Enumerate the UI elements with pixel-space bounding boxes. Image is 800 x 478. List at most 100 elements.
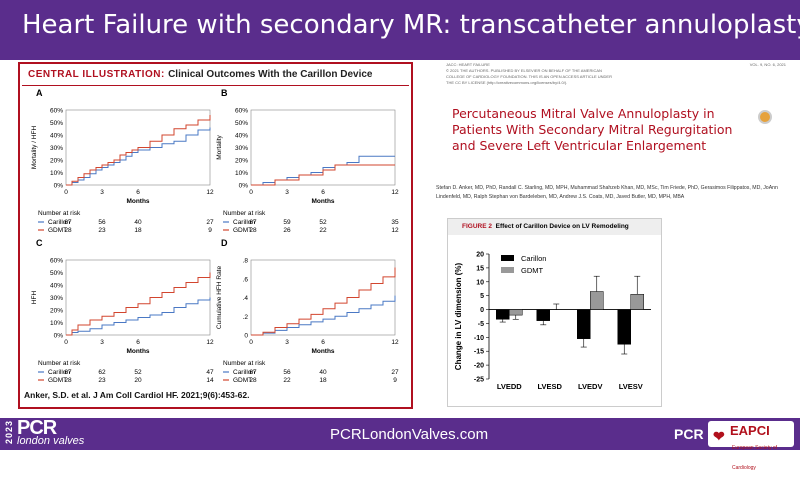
- heart-icon: ❤: [713, 428, 725, 444]
- y-tick-label: .6: [243, 276, 249, 283]
- y-tick-label: 10%: [50, 170, 63, 177]
- y-tick-label: 20%: [235, 158, 248, 165]
- y-axis-label: Mortality: [216, 134, 223, 159]
- y-tick-label: -20: [474, 363, 484, 370]
- risk-cell: Carillon: [48, 219, 70, 226]
- legend-label: GDMT: [521, 266, 543, 275]
- y-axis-label: Mortality / HFH: [31, 126, 38, 170]
- x-tick-label: 0: [64, 189, 68, 196]
- panel-letter: B: [221, 88, 228, 98]
- risk-cell: 18: [134, 227, 142, 234]
- y-tick-label: 15: [476, 265, 484, 272]
- risk-cell: 27: [206, 219, 214, 226]
- risk-cell: 23: [98, 227, 106, 234]
- risk-cell: 40: [319, 369, 327, 376]
- y-tick-label: 0: [244, 333, 248, 340]
- y-tick-label: 20: [476, 252, 484, 259]
- category-label: LVEDD: [497, 382, 522, 391]
- y-tick-label: 40%: [50, 283, 63, 290]
- y-tick-label: 20%: [50, 308, 63, 315]
- journal-header: JACC: HEART FAILURE © 2021 THE AUTHORS. …: [446, 62, 786, 86]
- y-tick-label: 60%: [50, 108, 63, 115]
- risk-cell: GDMT: [233, 227, 252, 234]
- risk-cell: 18: [319, 377, 327, 384]
- slide-title: Heart Failure with secondary MR: transca…: [22, 10, 800, 40]
- y-tick-label: 60%: [50, 258, 63, 265]
- y-tick-label: 0%: [239, 183, 249, 190]
- pcr-logo: PCR: [674, 426, 704, 442]
- risk-cell: 28: [249, 227, 257, 234]
- y-tick-label: 40%: [50, 133, 63, 140]
- km-curve-carillon: [66, 127, 211, 186]
- km-curve-gdmt: [251, 164, 395, 186]
- legend-swatch: [501, 267, 514, 273]
- pcr-london-logo: PCR: [17, 417, 57, 439]
- y-tick-label: .4: [243, 295, 249, 302]
- panel-letter: D: [221, 238, 228, 248]
- bar-carillon: [536, 309, 550, 321]
- figure-2-caption: FIGURE 2 Effect of Carillon Device on LV…: [462, 223, 629, 230]
- risk-cell: 52: [319, 219, 327, 226]
- y-tick-label: 10%: [235, 170, 248, 177]
- logo-year: 2023: [4, 420, 14, 445]
- risk-cell: 22: [319, 227, 327, 234]
- x-tick-label: 0: [249, 339, 253, 346]
- risk-cell: GDMT: [48, 227, 67, 234]
- category-label: LVESV: [619, 382, 643, 391]
- figure-2-title: Effect of Carillon Device on LV Remodeli…: [495, 223, 629, 230]
- x-axis-label: Months: [311, 198, 334, 205]
- risk-cell: 35: [391, 219, 399, 226]
- risk-cell: 12: [391, 227, 399, 234]
- y-tick-label: .2: [243, 314, 249, 321]
- risk-cell: 26: [283, 227, 291, 234]
- lv-remodeling-chart: 20 15 10 5 0 -5 -10 -15 -20 -25 Change in LV dimen…: [454, 252, 651, 391]
- y-tick-label: -15: [474, 349, 484, 356]
- plot-frame: [250, 259, 396, 336]
- y-tick-label: 0%: [54, 183, 64, 190]
- x-tick-label: 0: [249, 189, 253, 196]
- y-tick-label: 10: [476, 279, 484, 286]
- logo-subtitle: london valves: [17, 435, 85, 447]
- bar-gdmt: [590, 291, 604, 310]
- risk-cell: 23: [98, 377, 106, 384]
- central-label: CENTRAL ILLUSTRATION:: [28, 69, 165, 80]
- x-tick-label: 6: [136, 339, 140, 346]
- y-tick-label: 10%: [50, 320, 63, 327]
- x-tick-label: 6: [321, 339, 325, 346]
- risk-cell: 52: [134, 369, 142, 376]
- risk-table-title: Number at risk: [38, 360, 81, 367]
- risk-table-title: Number at risk: [223, 210, 266, 217]
- eapci-subtext: European Society of Cardiology: [732, 445, 778, 471]
- risk-cell: 56: [98, 219, 106, 226]
- risk-cell: GDMT: [48, 377, 67, 384]
- bar-carillon: [496, 309, 510, 320]
- legend-label: Carillon: [521, 254, 546, 263]
- risk-cell: Carillon: [48, 369, 70, 376]
- risk-table-title: Number at risk: [38, 210, 81, 217]
- risk-cell: Carillon: [233, 219, 255, 226]
- risk-cell: 67: [64, 369, 72, 376]
- legend-swatch: [501, 255, 514, 261]
- y-axis-label: HFH: [31, 291, 38, 305]
- km-curve-carillon: [251, 295, 396, 336]
- bar-carillon: [577, 309, 591, 339]
- eapci-text: EAPCI: [730, 423, 770, 438]
- footer-url[interactable]: PCRLondonValves.com: [330, 426, 489, 443]
- risk-cell: 59: [283, 219, 291, 226]
- plot-frame: [65, 259, 211, 336]
- y-tick-label: -5: [478, 321, 484, 328]
- slide-footer: 2023 PCR london valves PCRLondonValves.c…: [0, 417, 800, 471]
- y-tick-label: 5: [480, 293, 484, 300]
- x-tick-label: 3: [100, 189, 104, 196]
- y-tick-label: 0%: [54, 333, 64, 340]
- central-title-text: Clinical Outcomes With the Carillon Devi…: [168, 69, 373, 80]
- y-tick-label: -10: [474, 335, 484, 342]
- x-tick-label: 6: [136, 189, 140, 196]
- panel-letter: C: [36, 238, 43, 248]
- y-tick-label: .8: [243, 258, 249, 265]
- risk-cell: 28: [64, 227, 72, 234]
- category-label: LVESD: [538, 382, 563, 391]
- risk-cell: 47: [206, 369, 214, 376]
- risk-cell: 20: [134, 377, 142, 384]
